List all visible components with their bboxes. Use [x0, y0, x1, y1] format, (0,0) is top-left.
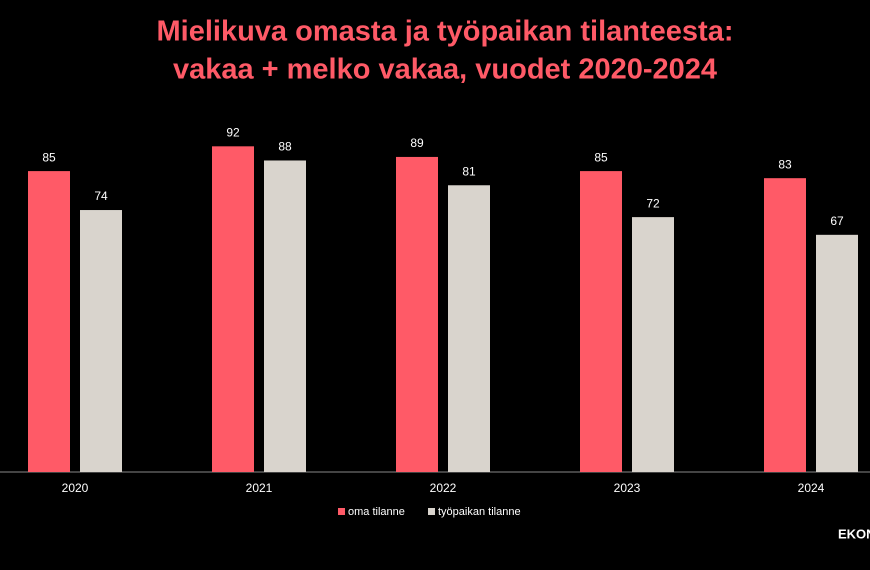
legend-label: työpaikan tilanne: [438, 506, 521, 518]
bar: [580, 171, 622, 472]
legend-swatch: [338, 508, 345, 515]
watermark: EKON: [838, 526, 870, 541]
bar: [264, 160, 306, 473]
x-tick-label: 2022: [430, 481, 457, 495]
bar: [28, 171, 70, 472]
legend-swatch: [428, 508, 435, 515]
bar: [80, 210, 122, 473]
bar: [764, 178, 806, 472]
data-label: 85: [42, 150, 56, 164]
data-label: 85: [594, 150, 608, 164]
data-label: 81: [462, 164, 476, 178]
data-label: 74: [94, 189, 108, 203]
x-tick-label: 2021: [246, 481, 273, 495]
x-tick-label: 2020: [62, 481, 89, 495]
data-label: 72: [646, 196, 660, 210]
x-tick-label: 2023: [614, 481, 641, 495]
legend-label: oma tilanne: [348, 506, 405, 518]
bar: [632, 217, 674, 472]
data-label: 67: [830, 214, 844, 228]
bar: [396, 156, 438, 472]
x-tick-label: 2024: [798, 481, 825, 495]
chart-title: vakaa + melko vakaa, vuodet 2020-2024: [173, 54, 717, 86]
chart-title: Mielikuva omasta ja työpaikan tilanteest…: [157, 16, 734, 48]
bar: [816, 234, 858, 472]
data-label: 88: [278, 140, 292, 154]
data-label: 83: [778, 157, 792, 171]
data-label: 92: [226, 125, 240, 139]
bar: [212, 146, 254, 472]
data-label: 89: [410, 136, 424, 150]
bar: [448, 185, 490, 472]
